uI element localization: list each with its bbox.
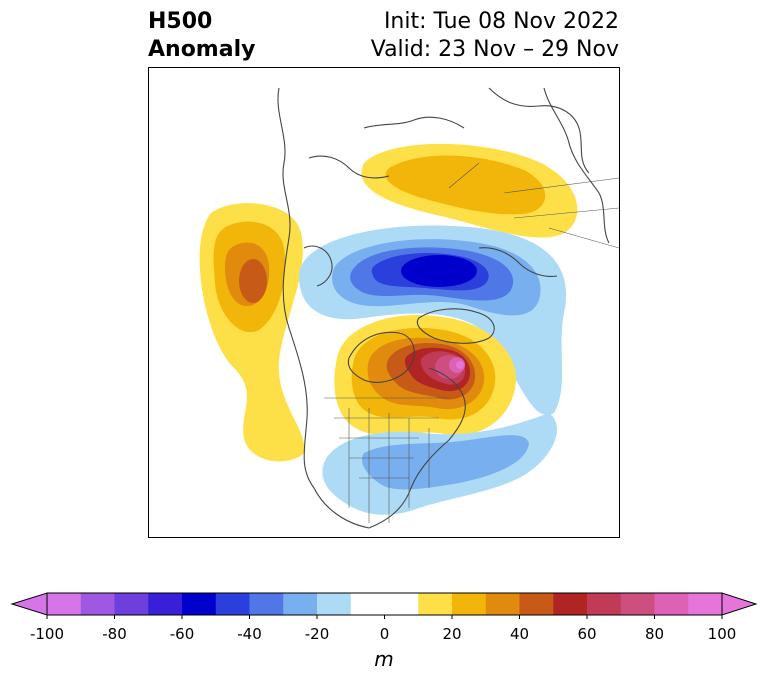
- colorbar-swatch: [587, 593, 622, 615]
- colorbar-tick-label: -100: [29, 625, 65, 643]
- colorbar-swatch: [654, 593, 689, 615]
- colorbar-swatch: [47, 593, 82, 615]
- colorbar-tick-label: -40: [237, 625, 262, 643]
- colorbar-swatch: [80, 593, 115, 615]
- colorbar-swatch: [283, 593, 318, 615]
- anomaly-map: [199, 87, 619, 529]
- colorbar-swatch: [114, 593, 149, 615]
- positive-anomaly-northeast-pacific: [199, 203, 305, 462]
- colorbar-swatch: [350, 593, 385, 615]
- valid-range: Valid: 23 Nov – 29 Nov: [370, 37, 619, 62]
- colorbar-swatch: [215, 593, 250, 615]
- colorbar-swatch: [384, 593, 419, 615]
- colorbar-tick-label: -80: [102, 625, 127, 643]
- colorbar-tick-label: 0: [379, 625, 390, 643]
- colorbar-tick-label: 100: [707, 625, 737, 643]
- colorbar-unit: m: [374, 647, 394, 671]
- coastlines: [277, 87, 610, 529]
- positive-anomaly-siberia: [361, 143, 578, 238]
- title-right: Init: Tue 08 Nov 2022 Valid: 23 Nov – 29…: [371, 8, 619, 64]
- colorbar-tick-label: 80: [644, 625, 665, 643]
- title-variable: H500: [148, 9, 213, 34]
- title-left: H500 Anomaly: [148, 8, 255, 64]
- negative-anomaly-eastern-us: [322, 413, 558, 515]
- map-frame: [148, 67, 620, 538]
- colorbar-swatch: [182, 593, 217, 615]
- title-type: Anomaly: [148, 37, 256, 62]
- colorbar-swatch: [485, 593, 520, 615]
- colorbar-swatch: [620, 593, 655, 615]
- colorbar-swatch: [249, 593, 284, 615]
- colorbar-extend-high: [721, 592, 758, 616]
- colorbar-swatch: [519, 593, 554, 615]
- colorbar-swatch: [317, 593, 352, 615]
- colorbar-tick-label: 20: [442, 625, 462, 643]
- init-date: Init: Tue 08 Nov 2022: [383, 9, 619, 34]
- colorbar-swatch: [148, 593, 183, 615]
- colorbar-tick-label: -60: [169, 625, 195, 643]
- colorbar-swatch: [688, 593, 723, 615]
- colorbar-tick-label: -20: [304, 625, 330, 643]
- negative-anomaly-arctic: [299, 225, 567, 416]
- country-borders: [324, 162, 619, 523]
- colorbar-swatch: [452, 593, 487, 615]
- colorbar: [10, 592, 758, 619]
- colorbar-extend-low: [10, 592, 48, 616]
- colorbar-tick-label: 40: [509, 625, 530, 643]
- colorbar-swatch: [418, 593, 453, 615]
- positive-anomaly-greenland: [334, 314, 516, 436]
- colorbar-tick-label: 60: [577, 625, 597, 643]
- colorbar-swatch: [553, 593, 588, 615]
